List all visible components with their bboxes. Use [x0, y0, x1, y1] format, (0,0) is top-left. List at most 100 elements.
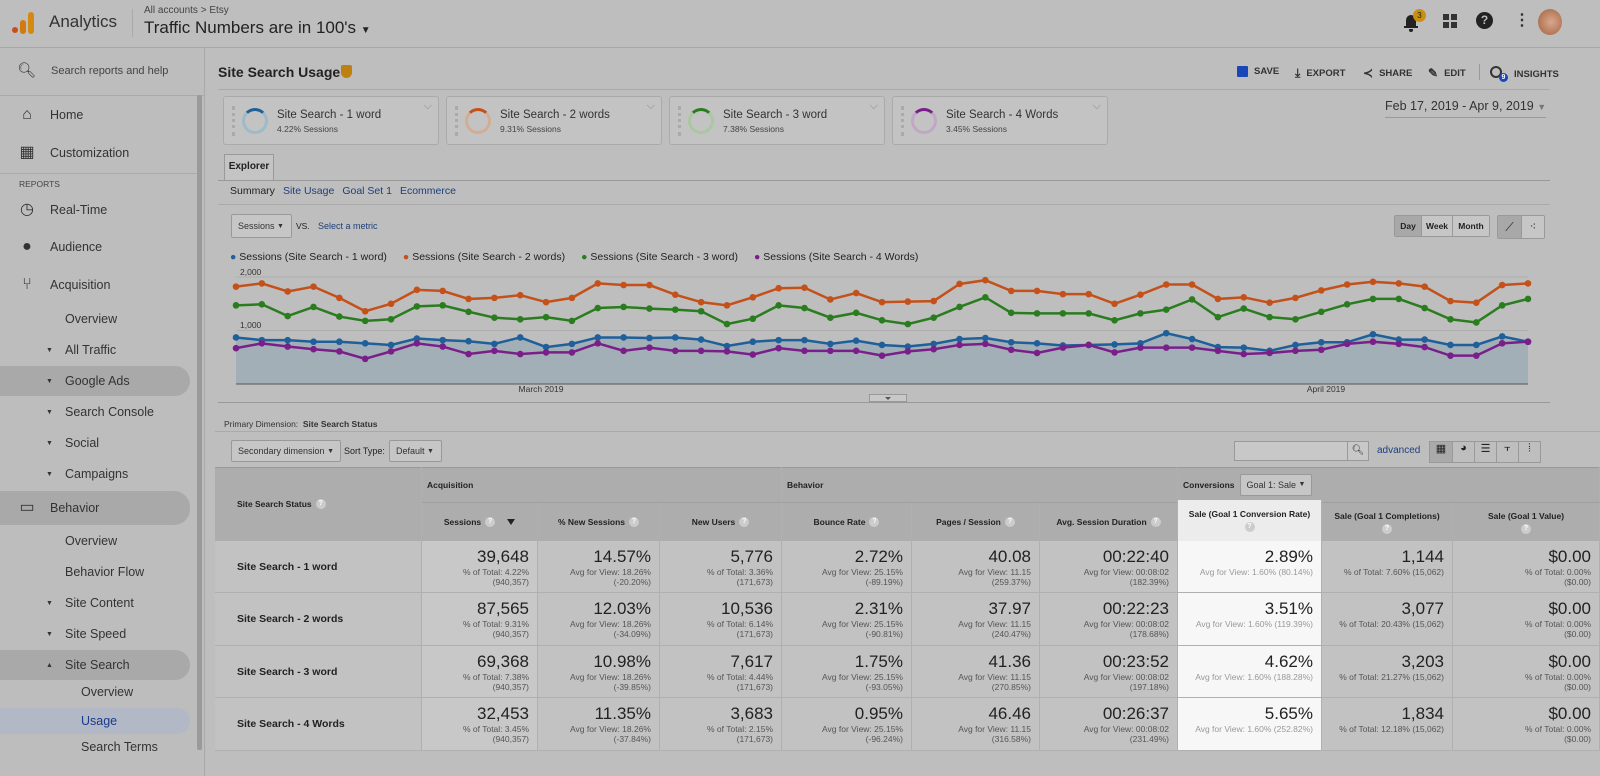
sidebar-item-campaigns[interactable]: ▼ Campaigns [0, 459, 190, 489]
data-point[interactable] [284, 343, 291, 350]
edit-button[interactable]: ✎ EDIT [1428, 66, 1466, 80]
data-point[interactable] [1292, 341, 1299, 349]
data-point[interactable] [697, 336, 705, 343]
data-point[interactable] [982, 276, 989, 284]
segment-card[interactable]: Site Search - 2 words 9.31% Sessions ⌵ [446, 96, 662, 145]
insights-button[interactable]: 9 INSIGHTS [1490, 66, 1559, 82]
data-point[interactable] [594, 304, 602, 312]
pivot-view-icon[interactable]: ⦙ [1518, 442, 1540, 462]
sidebar-scrollbar[interactable] [197, 95, 202, 750]
data-point[interactable] [542, 343, 550, 351]
performance-view-icon[interactable]: ☰ [1474, 442, 1496, 462]
data-point[interactable] [568, 340, 576, 348]
data-point[interactable] [1188, 344, 1196, 351]
sidebar-item-home[interactable]: ⌂ Home [0, 100, 190, 130]
data-point[interactable] [465, 308, 472, 316]
table-search-input[interactable] [1234, 441, 1348, 461]
data-point[interactable] [1421, 336, 1428, 343]
data-point[interactable] [1369, 278, 1377, 286]
data-point[interactable] [982, 340, 989, 348]
data-point[interactable] [904, 343, 912, 350]
data-point[interactable] [1240, 305, 1248, 312]
avatar[interactable] [1538, 9, 1562, 35]
data-point[interactable] [749, 351, 757, 358]
legend-item[interactable]: ● Sessions (Site Search - 4 Words) [754, 251, 918, 263]
data-point[interactable] [723, 302, 731, 309]
data-point[interactable] [697, 298, 705, 306]
data-point[interactable] [232, 283, 240, 290]
data-point[interactable] [878, 317, 886, 324]
period-week[interactable]: Week [1421, 216, 1452, 236]
data-point[interactable] [284, 336, 291, 344]
data-point[interactable] [904, 320, 912, 328]
data-point[interactable] [956, 335, 963, 343]
data-point[interactable] [1033, 349, 1041, 357]
data-point[interactable] [852, 347, 860, 355]
comparison-view-icon[interactable]: ⫟ [1496, 442, 1518, 462]
help-icon[interactable]: ? [869, 517, 880, 527]
tab-explorer[interactable]: Explorer [224, 154, 274, 181]
data-point[interactable] [1266, 349, 1273, 357]
period-day[interactable]: Day [1395, 216, 1421, 236]
data-point[interactable] [1137, 291, 1144, 298]
data-point[interactable] [1240, 294, 1248, 301]
data-point[interactable] [232, 302, 240, 309]
sidebar-item-search-console[interactable]: ▼ Search Console [0, 397, 190, 427]
data-point[interactable] [827, 296, 834, 303]
data-point[interactable] [361, 340, 369, 347]
data-point[interactable] [258, 280, 266, 287]
data-point[interactable] [801, 347, 808, 355]
data-point[interactable] [542, 313, 550, 321]
data-point[interactable] [878, 352, 886, 359]
data-point[interactable] [491, 314, 498, 321]
sidebar-item-site-search-overview[interactable]: Overview [0, 678, 190, 706]
column-header-pct-new-sessions[interactable]: % New Sessions? [538, 503, 660, 541]
legend-item[interactable]: ● Sessions (Site Search - 2 words) [403, 251, 565, 263]
data-point[interactable] [594, 340, 602, 347]
data-point[interactable] [1421, 343, 1428, 351]
data-point[interactable] [671, 347, 679, 355]
data-point[interactable] [1447, 341, 1454, 349]
data-point[interactable] [1007, 338, 1015, 346]
share-button[interactable]: ≺ SHARE [1363, 66, 1412, 80]
column-header-goal-completions[interactable]: Sale (Goal 1 Completions)? [1322, 503, 1453, 541]
row-dimension-link[interactable]: Site Search - 3 word [215, 646, 422, 698]
data-point[interactable] [930, 297, 937, 305]
data-point[interactable] [336, 294, 343, 302]
sidebar-item-social[interactable]: ▼ Social [0, 428, 190, 458]
help-icon[interactable]: ? [1244, 522, 1255, 532]
data-point[interactable] [1317, 287, 1325, 294]
data-point[interactable] [1111, 300, 1118, 308]
period-month[interactable]: Month [1452, 216, 1489, 236]
data-point[interactable] [904, 298, 912, 305]
segment-card[interactable]: Site Search - 3 word 7.38% Sessions ⌵ [669, 96, 885, 145]
data-point[interactable] [1111, 341, 1118, 348]
data-point[interactable] [1421, 283, 1428, 290]
data-point[interactable] [1162, 281, 1170, 288]
data-point[interactable] [1240, 344, 1248, 351]
column-header-new-users[interactable]: New Users? [660, 503, 782, 541]
data-point[interactable] [361, 355, 369, 363]
subtab-goal-set-1[interactable]: Goal Set 1 [342, 185, 392, 197]
data-point[interactable] [413, 286, 421, 294]
data-point[interactable] [1007, 346, 1015, 354]
data-point[interactable] [542, 298, 550, 306]
data-point[interactable] [749, 315, 757, 323]
subtab-summary[interactable]: Summary [230, 185, 275, 197]
data-point[interactable] [258, 300, 266, 308]
data-point[interactable] [1343, 281, 1351, 288]
data-point[interactable] [646, 334, 653, 342]
analytics-logo-icon[interactable] [12, 12, 34, 34]
data-point[interactable] [516, 315, 524, 323]
sidebar-item-site-search[interactable]: ▲ Site Search [0, 650, 190, 680]
data-point[interactable] [336, 313, 343, 320]
data-point[interactable] [1524, 280, 1532, 287]
column-header-site-search-status[interactable]: Site Search Status? [215, 467, 422, 541]
data-point[interactable] [671, 291, 679, 298]
data-point[interactable] [878, 341, 886, 349]
data-point[interactable] [1085, 341, 1093, 349]
data-point[interactable] [801, 284, 808, 292]
chevron-down-icon[interactable]: ⌵ [646, 100, 655, 112]
sidebar-item-site-content[interactable]: ▼ Site Content [0, 588, 190, 618]
segment-card[interactable]: Site Search - 1 word 4.22% Sessions ⌵ [223, 96, 439, 145]
